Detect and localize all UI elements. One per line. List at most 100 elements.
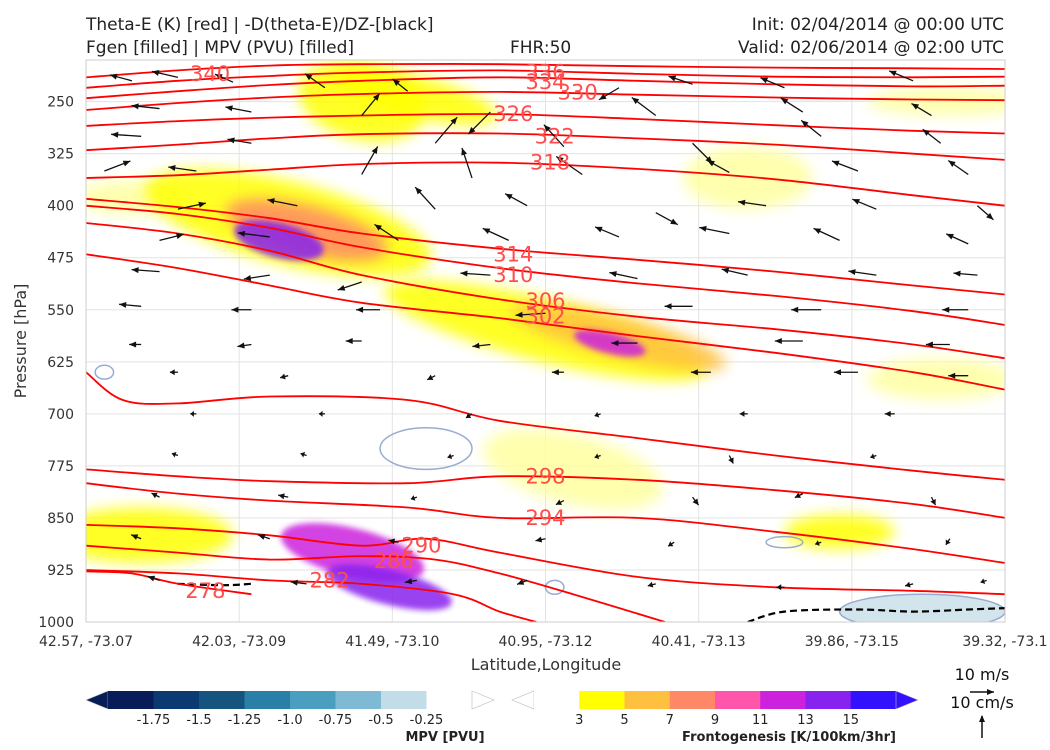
wind-vector-head — [131, 534, 139, 540]
wind-vector — [831, 160, 859, 172]
wind-vector — [692, 496, 700, 506]
wind-vector — [594, 453, 601, 460]
frontogenesis-region — [280, 523, 425, 583]
wind-vector — [516, 579, 528, 585]
frontogenesis-region — [867, 87, 1005, 116]
wind-vector — [129, 341, 142, 348]
wind-vector-head — [131, 103, 139, 110]
isentrope-label: 318 — [530, 151, 570, 175]
wind-vector-head — [721, 267, 730, 274]
wind-vector-head — [595, 226, 603, 233]
wind-vector — [482, 227, 510, 241]
x-tick-label: 40.95, -73.12 — [498, 634, 592, 650]
wind-vector-head — [946, 233, 954, 240]
wind-vector-head — [198, 201, 206, 208]
wind-vector-head — [237, 230, 246, 237]
wind-vector-head — [243, 275, 252, 281]
reference-horizontal-label: 10 m/s — [955, 665, 1010, 684]
wind-vector — [159, 233, 184, 242]
wind-vector-head — [930, 498, 936, 506]
init-time: Init: 02/04/2014 @ 00:00 UTC — [751, 15, 1004, 35]
wind-vector — [447, 453, 454, 460]
x-tick-label: 39.86, -73.15 — [805, 634, 899, 650]
wind-vector-head — [392, 79, 400, 86]
wind-vector-head — [450, 117, 458, 125]
wind-vector — [171, 451, 179, 458]
theta-e-isentropes — [86, 63, 1005, 622]
wind-vector-head — [131, 267, 139, 274]
wind-vector-head — [707, 160, 715, 167]
wind-vector-head — [122, 160, 131, 167]
wind-vector-head — [690, 369, 698, 376]
wind-vector-head — [948, 372, 956, 379]
colorbar-cell — [534, 691, 580, 709]
frontogenesis-region — [234, 220, 324, 261]
y-tick-label: 475 — [47, 251, 74, 267]
chart-title-line1: Theta-E (K) [red] | -D(theta-E)/DZ-[blac… — [86, 15, 434, 35]
mpv-contour — [379, 426, 473, 471]
wind-vector-head — [760, 77, 769, 84]
wind-vector-head — [852, 199, 860, 205]
wind-vector — [728, 455, 734, 464]
isentrope-line — [86, 204, 1005, 326]
colorbar-arrow-right — [471, 690, 495, 710]
wind-vector-head — [870, 453, 875, 460]
wind-vector-head — [884, 410, 891, 417]
reference-horizontal-arrowhead — [987, 689, 994, 695]
isentrope-line — [86, 63, 1005, 79]
x-tick-label: 42.57, -73.07 — [39, 634, 133, 650]
isentrope-line — [86, 90, 1005, 111]
wind-vector-head — [668, 541, 674, 547]
wind-vector — [925, 341, 950, 348]
wind-vector-head — [801, 120, 809, 128]
wind-vector — [884, 410, 895, 417]
colorbar-tick-label: 13 — [797, 713, 814, 728]
wind-vector — [664, 303, 693, 310]
wind-vector — [392, 78, 409, 92]
stability-contour — [177, 582, 252, 587]
mpv-colorbar: -1.75 -1.5 -1.25 -1.0 -0.75 -0.5 -0.25 — [85, 690, 495, 728]
chart-title-line2: Fgen [filled] | MPV (PVU) [filled] — [86, 38, 355, 58]
colorbar-cell — [715, 691, 761, 709]
isentrope-label: 278 — [185, 579, 225, 603]
wind-vector — [594, 226, 620, 238]
wind-vector — [190, 410, 197, 417]
wind-vector-head — [176, 233, 184, 240]
wind-vector — [151, 69, 179, 78]
wind-vector-head — [739, 410, 745, 417]
isentrope-line — [86, 569, 537, 622]
wind-vector — [904, 581, 914, 588]
wind-vector — [631, 96, 657, 117]
wind-vector-head — [461, 147, 468, 156]
wind-vector-head — [953, 270, 961, 277]
wind-vector-head — [147, 575, 156, 582]
wind-vector — [852, 198, 877, 210]
plot-frame — [85, 59, 1006, 623]
wind-vector-head — [215, 74, 223, 80]
frontogenesis-region — [336, 68, 498, 126]
colorbar-tick-label: -0.25 — [410, 713, 444, 728]
wind-vector-head — [447, 453, 453, 460]
wind-vector-head — [388, 538, 396, 545]
wind-vector — [460, 270, 491, 277]
wind-vector — [345, 338, 362, 344]
wind-vector-head — [515, 311, 523, 318]
isentrope-label: 314 — [493, 242, 533, 266]
wind-vector-head — [505, 193, 513, 200]
isentrope-line — [86, 524, 1005, 596]
wind-vector — [290, 579, 307, 586]
wind-vector — [304, 73, 326, 89]
frontogenesis-region — [574, 329, 646, 357]
colorbar-cell — [199, 691, 245, 709]
wind-vector-head — [304, 73, 313, 81]
wind-vector — [737, 199, 767, 207]
y-tick-label: 400 — [47, 199, 74, 215]
isentrope-line — [86, 468, 1005, 519]
wind-vector-head — [774, 338, 782, 344]
colorbar-cell — [244, 691, 291, 709]
wind-vectors — [104, 69, 994, 591]
colorbar-tick-label: 3 — [575, 713, 583, 728]
wind-vector-head — [168, 165, 176, 171]
colorbar-tick-label: 5 — [620, 713, 628, 728]
